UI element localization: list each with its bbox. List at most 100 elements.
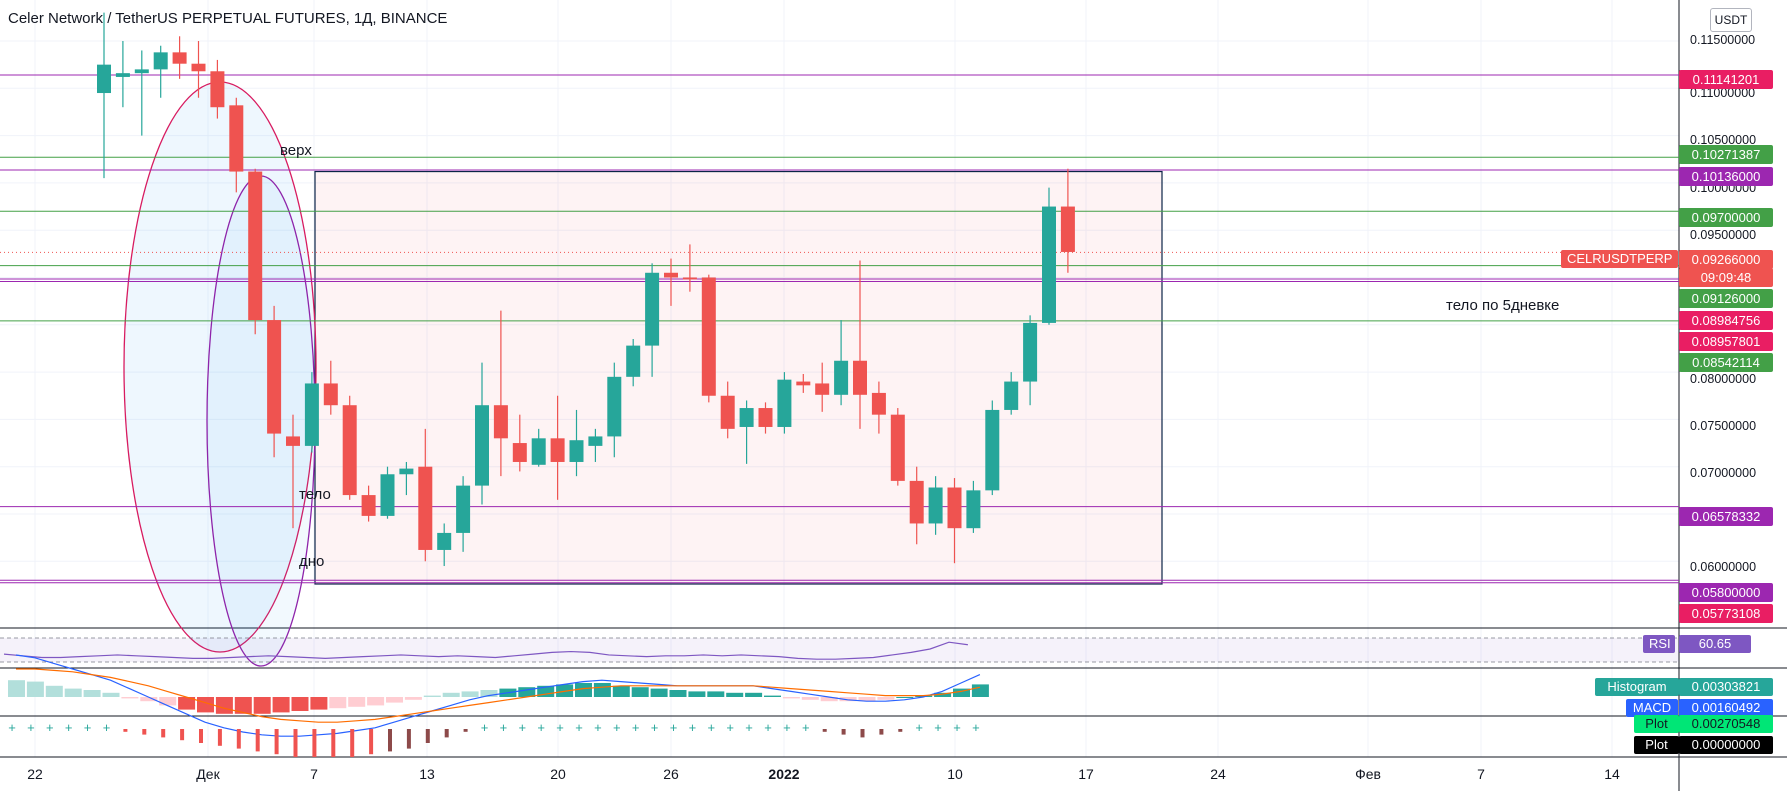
- plot-marker: +: [802, 720, 810, 735]
- histogram-bar: [8, 680, 25, 697]
- histogram-bar: [839, 697, 857, 702]
- plot-bar: [444, 729, 449, 738]
- annotation-top: верх: [280, 142, 312, 159]
- candle-body: [115, 73, 130, 77]
- symbol-tag: CELRUSDTPERP: [1561, 250, 1679, 268]
- histogram-bar: [953, 688, 970, 697]
- histogram-bar: [102, 692, 120, 697]
- candle-body: [588, 436, 603, 446]
- plot-marker: +: [689, 720, 697, 735]
- plot-marker: +: [726, 720, 734, 735]
- candle-body: [607, 376, 622, 437]
- plot-marker: +: [953, 720, 961, 735]
- candle-body: [720, 395, 735, 429]
- candle-body: [172, 52, 187, 64]
- plot-bar: [255, 729, 260, 752]
- histogram-bar: [480, 690, 498, 697]
- plot1-value-tag: 0.00270548: [1679, 715, 1773, 733]
- candle-body: [97, 64, 111, 94]
- time-tick: Дек: [196, 766, 220, 782]
- price-label: 0.05773108: [1679, 604, 1773, 623]
- histogram-bar: [669, 690, 687, 697]
- histogram-bar: [348, 697, 366, 707]
- price-tick: 0.11000000: [1690, 86, 1756, 100]
- histogram-bar: [272, 697, 290, 713]
- macd-pane: [8, 654, 989, 737]
- candle-body: [456, 485, 471, 533]
- histogram-bar: [310, 697, 328, 710]
- histogram-bar: [234, 697, 252, 714]
- currency-button[interactable]: USDT: [1710, 8, 1752, 32]
- plot-bar: [236, 729, 241, 749]
- histogram-bar: [367, 697, 385, 706]
- candle-body: [304, 383, 319, 446]
- histogram-bar: [971, 684, 989, 697]
- candle-body: [966, 490, 981, 529]
- plot-marker: +: [575, 720, 583, 735]
- price-label: 09:09:48: [1679, 268, 1773, 287]
- histogram-bar: [612, 685, 630, 697]
- histogram-bar: [726, 692, 744, 697]
- price-tick: 0.11500000: [1690, 33, 1756, 47]
- plot-marker: +: [613, 720, 621, 735]
- plot-bar: [350, 729, 355, 757]
- time-tick: 14: [1604, 766, 1620, 782]
- histogram-bar: [159, 697, 177, 706]
- plot-bar: [123, 729, 128, 732]
- candle-body: [550, 438, 565, 462]
- candle-body: [928, 487, 943, 524]
- plot-marker: +: [27, 720, 35, 735]
- histogram-bar: [575, 683, 592, 697]
- histogram-bar: [121, 697, 139, 699]
- time-tick: 13: [419, 766, 435, 782]
- price-tick: 0.07000000: [1690, 466, 1757, 480]
- plot-bar: [425, 729, 430, 743]
- plot-bar: [142, 729, 147, 735]
- candle-body: [248, 171, 263, 321]
- plot-marker: +: [594, 720, 602, 735]
- plot-marker: +: [708, 720, 716, 735]
- time-tick: 7: [310, 766, 318, 782]
- plot-bar: [388, 729, 392, 752]
- histogram-bar: [253, 697, 271, 714]
- candle-body: [418, 466, 433, 550]
- plot-marker: +: [481, 720, 489, 735]
- histogram-bar: [801, 697, 819, 700]
- price-label: 0.05800000: [1679, 583, 1773, 602]
- rsi-line: [3, 641, 968, 660]
- plot-bar: [274, 729, 279, 755]
- plot2-value-tag: 0.00000000: [1679, 736, 1773, 754]
- plot-marker: +: [670, 720, 678, 735]
- price-tick: 0.08000000: [1690, 372, 1757, 386]
- plot-marker: +: [103, 720, 111, 735]
- histogram-bar: [782, 697, 800, 699]
- macd-line: [15, 654, 981, 737]
- plot-marker: +: [651, 720, 659, 735]
- plot-marker: +: [556, 720, 564, 735]
- time-tick: 26: [663, 766, 679, 782]
- plot-marker: +: [745, 720, 753, 735]
- histogram-value-tag: 0.00303821: [1679, 678, 1773, 696]
- annotation-bottom: дно: [299, 553, 325, 570]
- candles-layer: [97, 12, 1075, 567]
- candle-body: [267, 320, 282, 434]
- time-tick: 22: [27, 766, 43, 782]
- plot-marker: +: [519, 720, 527, 735]
- price-label: 0.09126000: [1679, 289, 1773, 308]
- histogram-bar: [858, 697, 876, 702]
- plot-bar: [463, 729, 468, 732]
- signal-line: [16, 668, 981, 723]
- candle-body: [739, 408, 754, 427]
- price-label: 0.09700000: [1679, 208, 1773, 227]
- histogram-bar: [631, 687, 649, 697]
- macd-value-tag: 0.00160492: [1679, 699, 1773, 717]
- price-label: 0.06578332: [1679, 507, 1773, 526]
- candle-body: [890, 414, 905, 481]
- candle-body: [323, 383, 338, 406]
- histogram-bar: [140, 697, 158, 702]
- time-tick: 10: [947, 766, 963, 782]
- histogram-bar: [820, 697, 838, 702]
- histogram-bar: [593, 683, 611, 697]
- candle-body: [361, 495, 376, 516]
